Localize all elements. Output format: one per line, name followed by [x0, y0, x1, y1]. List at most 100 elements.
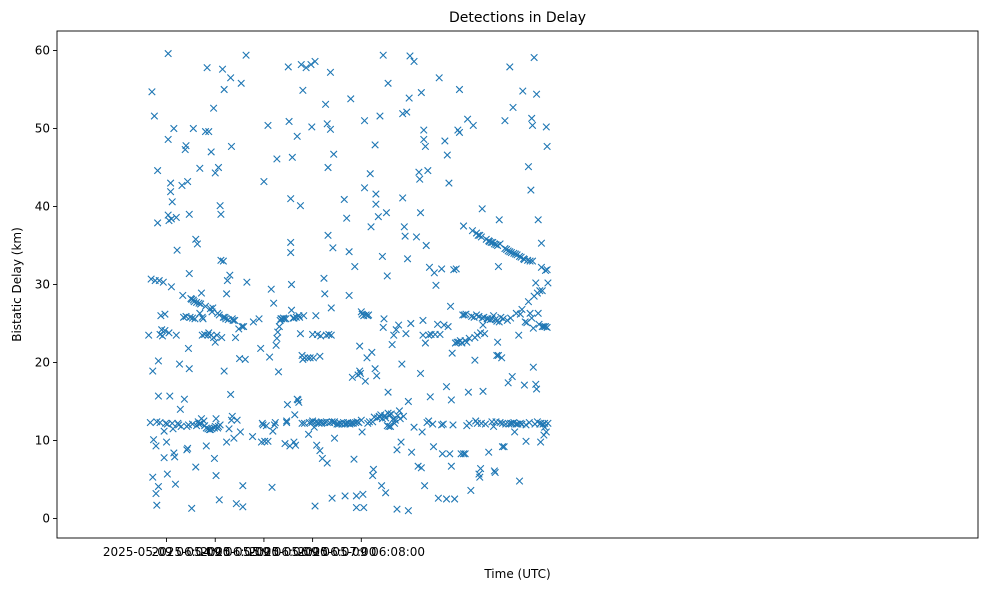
- data-point: [476, 473, 484, 481]
- data-point: [395, 407, 404, 415]
- data-point: [378, 252, 387, 261]
- data-point: [231, 333, 240, 342]
- data-point: [241, 355, 249, 364]
- x-tick-label: 2025-05-09 06:06:00: [200, 545, 327, 559]
- data-point: [158, 332, 167, 340]
- data-point: [359, 490, 367, 499]
- data-point: [412, 233, 421, 241]
- data-point: [528, 121, 537, 130]
- data-point: [379, 323, 387, 332]
- data-point: [402, 329, 410, 338]
- data-point: [351, 262, 359, 271]
- data-point: [172, 213, 180, 222]
- data-point: [368, 348, 376, 357]
- data-point: [155, 276, 163, 285]
- data-point: [149, 473, 157, 481]
- data-point: [429, 443, 438, 451]
- data-point: [160, 453, 168, 462]
- data-point: [477, 233, 486, 241]
- data-point: [361, 377, 370, 385]
- data-point: [316, 446, 324, 455]
- data-point: [304, 430, 313, 438]
- data-point: [330, 150, 338, 158]
- data-point: [218, 65, 227, 73]
- data-point: [160, 427, 168, 435]
- data-point: [179, 313, 188, 321]
- data-point: [152, 442, 160, 450]
- data-point: [226, 390, 235, 399]
- data-point: [420, 126, 428, 134]
- data-point: [196, 309, 204, 318]
- data-point: [184, 344, 193, 353]
- data-point: [379, 51, 387, 59]
- data-point: [193, 240, 202, 248]
- data-point: [494, 351, 503, 360]
- data-point: [400, 223, 408, 231]
- data-point: [439, 420, 447, 428]
- data-point: [352, 492, 361, 500]
- data-point: [153, 219, 162, 227]
- data-point: [463, 338, 471, 346]
- data-point: [212, 471, 220, 480]
- data-point: [544, 419, 552, 428]
- data-point: [183, 177, 192, 186]
- data-point: [201, 302, 210, 311]
- data-point: [520, 381, 529, 389]
- data-point: [225, 425, 233, 433]
- data-point: [205, 127, 213, 136]
- data-point: [165, 329, 173, 337]
- chart-title: Detections in Delay: [449, 10, 586, 26]
- data-point: [417, 464, 426, 472]
- data-point: [449, 421, 457, 429]
- data-point: [495, 216, 503, 224]
- data-point: [239, 503, 247, 511]
- data-point: [437, 265, 446, 273]
- data-point: [419, 316, 427, 325]
- data-point: [145, 331, 153, 339]
- data-point: [534, 309, 542, 318]
- data-point: [377, 482, 386, 490]
- data-point: [167, 283, 176, 291]
- data-point: [507, 248, 516, 257]
- y-tick-label: 30: [35, 278, 50, 292]
- data-point: [504, 379, 512, 387]
- data-point: [496, 418, 504, 427]
- data-point: [420, 482, 429, 490]
- data-point: [226, 271, 234, 279]
- data-point: [282, 315, 290, 323]
- data-point: [515, 331, 523, 339]
- data-point: [296, 329, 305, 338]
- data-point: [216, 202, 224, 210]
- data-point: [528, 257, 537, 265]
- data-point: [269, 427, 277, 435]
- data-point: [543, 142, 551, 151]
- data-point: [285, 117, 293, 126]
- data-point: [360, 117, 369, 125]
- data-point: [356, 369, 365, 378]
- data-point: [455, 128, 464, 137]
- data-point: [300, 354, 309, 362]
- data-point: [386, 422, 395, 431]
- data-point: [429, 420, 437, 428]
- data-point: [438, 450, 447, 458]
- data-point: [220, 367, 228, 375]
- data-point: [312, 441, 321, 449]
- data-point: [461, 450, 469, 458]
- data-point: [287, 195, 295, 203]
- data-point: [393, 446, 401, 454]
- data-point: [399, 412, 408, 421]
- data-point: [493, 351, 501, 360]
- data-point: [511, 250, 520, 258]
- data-point: [248, 432, 257, 441]
- data-point: [218, 333, 226, 342]
- data-point: [541, 266, 550, 275]
- data-point: [385, 422, 393, 431]
- data-point: [465, 419, 473, 428]
- data-point: [185, 365, 193, 373]
- data-point: [227, 142, 236, 151]
- data-point: [544, 279, 552, 287]
- data-point: [382, 209, 391, 217]
- data-point: [268, 483, 276, 491]
- data-point: [499, 315, 507, 323]
- data-point: [176, 405, 185, 413]
